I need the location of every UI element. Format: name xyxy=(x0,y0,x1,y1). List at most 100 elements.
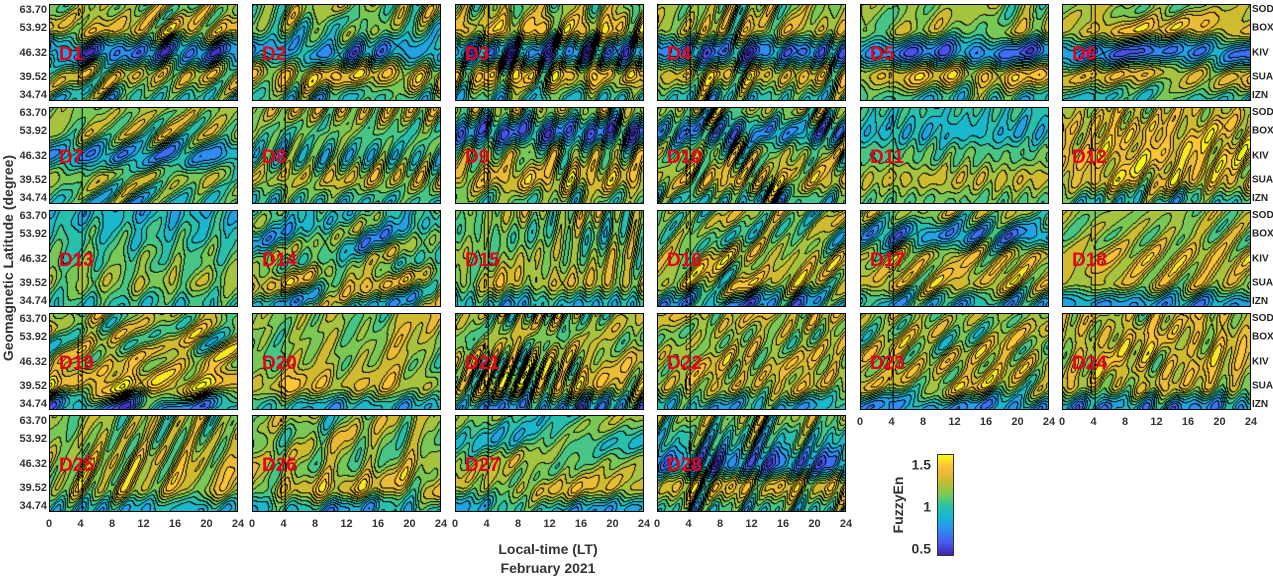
panel-label: D9 xyxy=(465,146,490,168)
contour-panel-d8: D8 xyxy=(252,107,441,204)
x-tick-label: 12 xyxy=(137,518,150,530)
y-tick-label: 46.32 xyxy=(19,355,47,368)
station-label: KIV xyxy=(1252,356,1269,367)
contour-panel-d25: D25 xyxy=(49,415,238,512)
contour-panel-d27: D27 xyxy=(455,415,644,512)
panel-label: D20 xyxy=(262,352,297,374)
x-tick-label: 24 xyxy=(434,518,448,530)
x-tick-label: 20 xyxy=(200,518,213,530)
station-label: KIV xyxy=(1252,150,1269,161)
contour-field xyxy=(861,211,1048,306)
panel-label: D19 xyxy=(59,352,94,374)
panel-label: D24 xyxy=(1072,352,1107,374)
x-tick-label: 12 xyxy=(948,416,961,428)
y-tick-label: 63.70 xyxy=(19,4,47,16)
x-tick-label: 0 xyxy=(856,416,864,428)
y-tick-label: 53.92 xyxy=(19,433,47,446)
colorbar-label: FuzzyEn xyxy=(890,476,906,534)
y-tick-label: 53.92 xyxy=(19,125,47,138)
panel-label: D2 xyxy=(262,43,287,65)
contour-panel-d12: D12 xyxy=(1062,107,1251,204)
contour-panel-d22: D22 xyxy=(657,313,846,410)
y-tick-label: 63.70 xyxy=(19,210,47,222)
panel-label: D12 xyxy=(1072,146,1107,168)
panel-label: D4 xyxy=(667,43,692,65)
colorbar-tick: 0.5 xyxy=(911,540,931,557)
x-tick-label: 12 xyxy=(745,518,758,530)
x-tick-label: 4 xyxy=(888,416,895,428)
x-tick-label: 8 xyxy=(108,518,116,530)
contour-panel-d15: D15 xyxy=(455,210,644,307)
contour-panel-d13: D13 xyxy=(49,210,238,307)
x-tick-label: 0 xyxy=(248,518,256,530)
station-label: SUA xyxy=(1252,380,1273,392)
x-tick-label: 24 xyxy=(637,518,651,530)
y-tick-label: 34.74 xyxy=(19,192,47,204)
x-tick-label: 4 xyxy=(685,518,692,530)
x-tick-label: 24 xyxy=(839,518,853,530)
contour-field xyxy=(658,5,845,100)
x-tick-label: 16 xyxy=(574,518,588,530)
contour-field xyxy=(456,5,643,100)
contour-field xyxy=(456,108,643,203)
panel-label: D28 xyxy=(667,454,702,476)
contour-field xyxy=(50,211,237,306)
contour-panel-d10: D10 xyxy=(657,107,846,204)
station-label: IZN xyxy=(1252,90,1269,101)
x-tick-label: 8 xyxy=(514,518,522,530)
contour-field xyxy=(50,108,237,203)
panel-label: D10 xyxy=(667,146,702,168)
panel-label: D1 xyxy=(59,43,84,65)
contour-field xyxy=(253,5,440,100)
x-tick-label: 0 xyxy=(451,518,459,530)
y-tick-label: 39.52 xyxy=(19,379,47,392)
x-tick-label: 0 xyxy=(45,518,53,530)
y-tick-label: 46.32 xyxy=(19,252,47,265)
y-tick-label: 34.74 xyxy=(19,295,47,307)
contour-field xyxy=(456,211,643,306)
station-label: SOD xyxy=(1252,4,1273,15)
station-label: KIV xyxy=(1252,253,1269,264)
contour-panel-d28: D28 xyxy=(657,415,846,512)
contour-panel-d14: D14 xyxy=(252,210,441,307)
contour-field xyxy=(50,416,237,511)
x-tick-label: 8 xyxy=(311,518,319,530)
contour-field xyxy=(253,416,440,511)
y-tick-label: 46.32 xyxy=(19,457,47,470)
y-tick-label: 39.52 xyxy=(19,481,47,494)
contour-field xyxy=(861,108,1048,203)
contour-field xyxy=(253,108,440,203)
x-tick-label: 0 xyxy=(653,518,661,530)
contour-panel-d26: D26 xyxy=(252,415,441,512)
station-label: BOX xyxy=(1252,125,1273,137)
panel-label: D26 xyxy=(262,454,297,476)
y-tick-label: 53.92 xyxy=(19,228,47,241)
x-tick-label: 20 xyxy=(1011,416,1024,428)
panel-label: D15 xyxy=(465,249,500,271)
x-tick-label: 16 xyxy=(371,518,385,530)
x-axis-sublabel: February 2021 xyxy=(500,560,596,576)
station-label: SUA xyxy=(1252,277,1273,289)
colorbar-tick: 1.5 xyxy=(911,456,931,473)
x-tick-label: 12 xyxy=(340,518,353,530)
contour-field xyxy=(456,314,643,409)
contour-field xyxy=(50,314,237,409)
contour-field xyxy=(658,416,845,511)
y-tick-label: 39.52 xyxy=(19,276,47,289)
contour-panel-d23: D23 xyxy=(860,313,1049,410)
panel-label: D7 xyxy=(59,146,84,168)
x-tick-label: 16 xyxy=(776,518,790,530)
y-tick-label: 34.74 xyxy=(19,89,47,101)
station-label: BOX xyxy=(1252,22,1273,34)
contour-panel-d2: D2 xyxy=(252,4,441,101)
x-axis-label: Local-time (LT) xyxy=(498,541,598,557)
panel-label: D11 xyxy=(870,146,904,168)
panel-label: D21 xyxy=(465,352,500,374)
station-label: SUA xyxy=(1252,71,1273,83)
y-tick-label: 63.70 xyxy=(19,313,47,325)
panel-label: D5 xyxy=(870,43,895,65)
x-tick-label: 20 xyxy=(606,518,619,530)
y-tick-label: 63.70 xyxy=(19,415,47,427)
contour-panel-d16: D16 xyxy=(657,210,846,307)
contour-panel-d19: D19 xyxy=(49,313,238,410)
